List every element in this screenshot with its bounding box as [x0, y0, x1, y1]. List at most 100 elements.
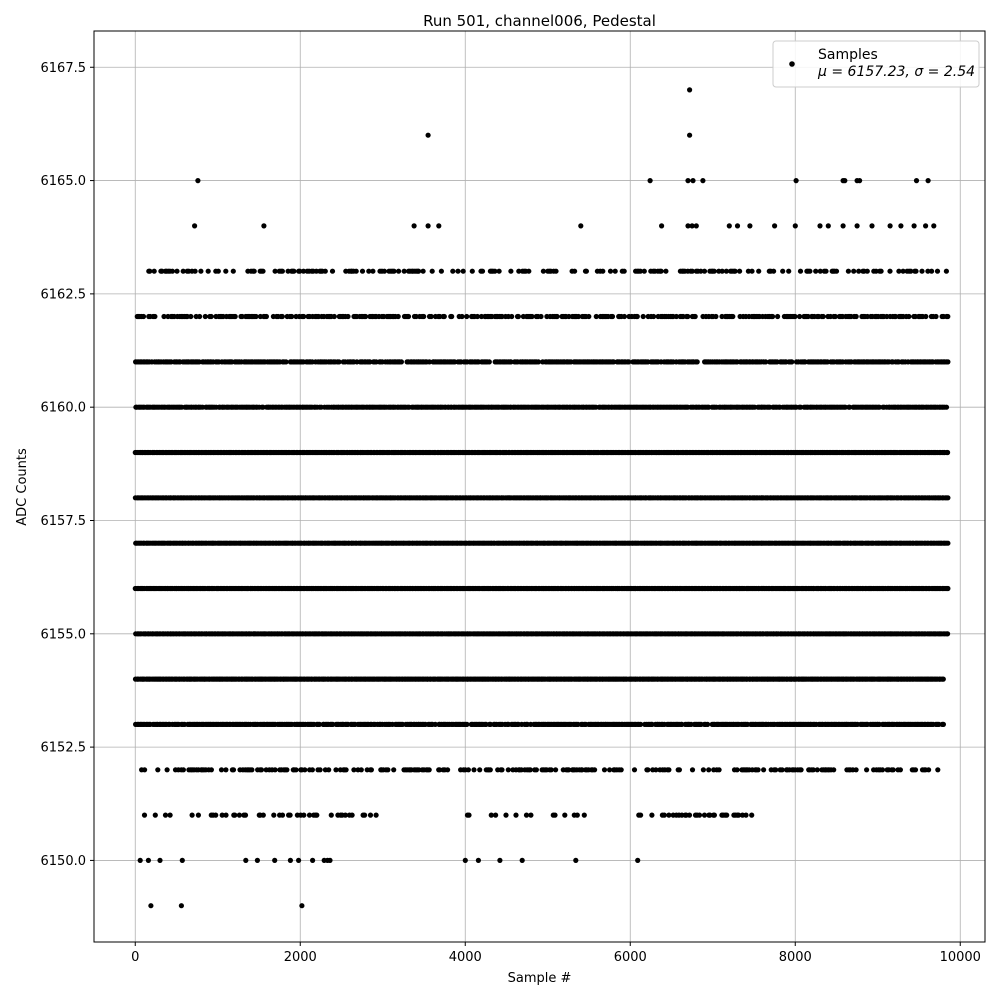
data-point — [694, 359, 700, 365]
data-point — [879, 767, 886, 773]
data-point — [293, 767, 299, 773]
data-point — [326, 767, 332, 773]
data-point — [368, 767, 374, 773]
data-point — [716, 767, 722, 773]
data-point — [505, 767, 511, 773]
data-point — [208, 767, 214, 773]
data-point — [195, 812, 201, 818]
data-point — [798, 767, 804, 773]
data-point — [528, 812, 534, 818]
data-point — [301, 812, 307, 818]
data-point — [287, 812, 293, 818]
data-point — [553, 767, 559, 773]
data-point — [302, 767, 308, 773]
grid-layer — [94, 31, 985, 942]
data-point — [666, 812, 672, 818]
data-point — [527, 767, 533, 773]
data-point — [445, 767, 451, 773]
data-point — [601, 767, 608, 773]
data-point — [487, 767, 493, 773]
data-point — [638, 721, 644, 728]
data-point — [155, 767, 161, 773]
data-point — [503, 812, 509, 818]
data-point — [562, 812, 568, 818]
data-point — [773, 767, 779, 773]
data-point — [700, 767, 707, 773]
data-point — [189, 812, 195, 818]
data-point — [258, 767, 265, 773]
data-point — [398, 359, 404, 365]
data-point — [935, 767, 941, 773]
data-point — [814, 767, 820, 773]
data-point — [223, 767, 229, 773]
data-point — [272, 767, 278, 773]
data-point — [328, 812, 334, 818]
data-point — [661, 812, 667, 818]
data-point — [342, 812, 348, 818]
data-point — [897, 767, 904, 773]
data-point — [945, 585, 951, 592]
data-point — [618, 767, 624, 773]
data-point — [943, 404, 950, 410]
data-point — [945, 495, 951, 501]
data-point — [437, 767, 443, 773]
data-point — [701, 812, 708, 818]
data-point — [236, 812, 242, 818]
data-point — [488, 812, 494, 818]
data-point — [432, 721, 438, 728]
data-point — [864, 767, 870, 773]
data-point — [385, 767, 391, 773]
data-point — [945, 631, 951, 637]
data-point — [940, 721, 947, 728]
points-layer — [132, 87, 951, 909]
data-point — [724, 812, 730, 818]
data-point — [533, 767, 540, 773]
data-point — [853, 767, 859, 773]
data-point — [689, 767, 696, 773]
data-point — [705, 721, 711, 728]
data-point — [523, 812, 530, 818]
data-point — [249, 767, 255, 773]
data-point — [391, 767, 397, 773]
data-point — [513, 812, 519, 818]
data-point — [666, 767, 672, 773]
data-point — [706, 767, 712, 773]
data-point — [464, 721, 470, 728]
data-point — [279, 812, 286, 818]
data-point — [306, 812, 313, 818]
data-point — [351, 767, 357, 773]
data-point — [940, 676, 946, 682]
data-point — [945, 540, 951, 546]
data-point — [743, 812, 749, 818]
data-point — [810, 767, 816, 773]
data-point — [284, 767, 290, 773]
data-point — [242, 812, 249, 818]
data-point — [945, 449, 951, 456]
data-point — [223, 812, 229, 818]
data-point — [316, 721, 322, 728]
data-point — [486, 359, 492, 365]
data-point — [230, 767, 237, 773]
data-point — [552, 812, 558, 818]
data-point — [349, 812, 355, 818]
data-point — [218, 767, 225, 773]
data-point — [581, 812, 587, 818]
data-point — [890, 767, 896, 773]
data-point — [548, 767, 554, 773]
data-point — [271, 812, 277, 818]
data-point — [164, 767, 170, 773]
data-point — [426, 767, 432, 773]
data-point — [749, 812, 755, 818]
data-point — [912, 767, 919, 773]
data-point — [167, 812, 173, 818]
data-point — [343, 767, 349, 773]
data-point — [499, 767, 505, 773]
data-point — [260, 812, 266, 818]
data-point — [358, 767, 364, 773]
data-point — [213, 812, 219, 818]
data-point — [367, 812, 374, 818]
data-point — [607, 767, 613, 773]
data-point — [711, 812, 718, 818]
data-point — [707, 812, 713, 818]
data-point — [638, 812, 644, 818]
